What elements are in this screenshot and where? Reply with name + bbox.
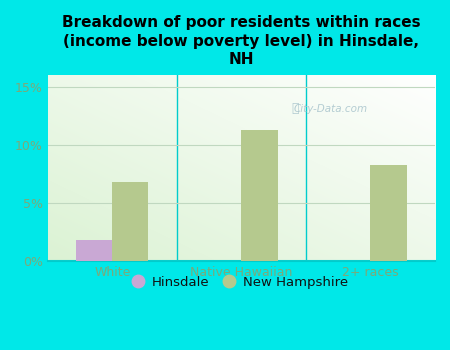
Bar — [370, 165, 407, 261]
Text: City-Data.com: City-Data.com — [293, 104, 368, 114]
Text: ⦾: ⦾ — [292, 102, 299, 115]
Bar — [76, 240, 112, 261]
Bar — [112, 182, 148, 261]
Legend: Hinsdale, New Hampshire: Hinsdale, New Hampshire — [128, 269, 355, 296]
Title: Breakdown of poor residents within races
(income below poverty level) in Hinsdal: Breakdown of poor residents within races… — [62, 15, 421, 67]
Bar — [241, 130, 278, 261]
